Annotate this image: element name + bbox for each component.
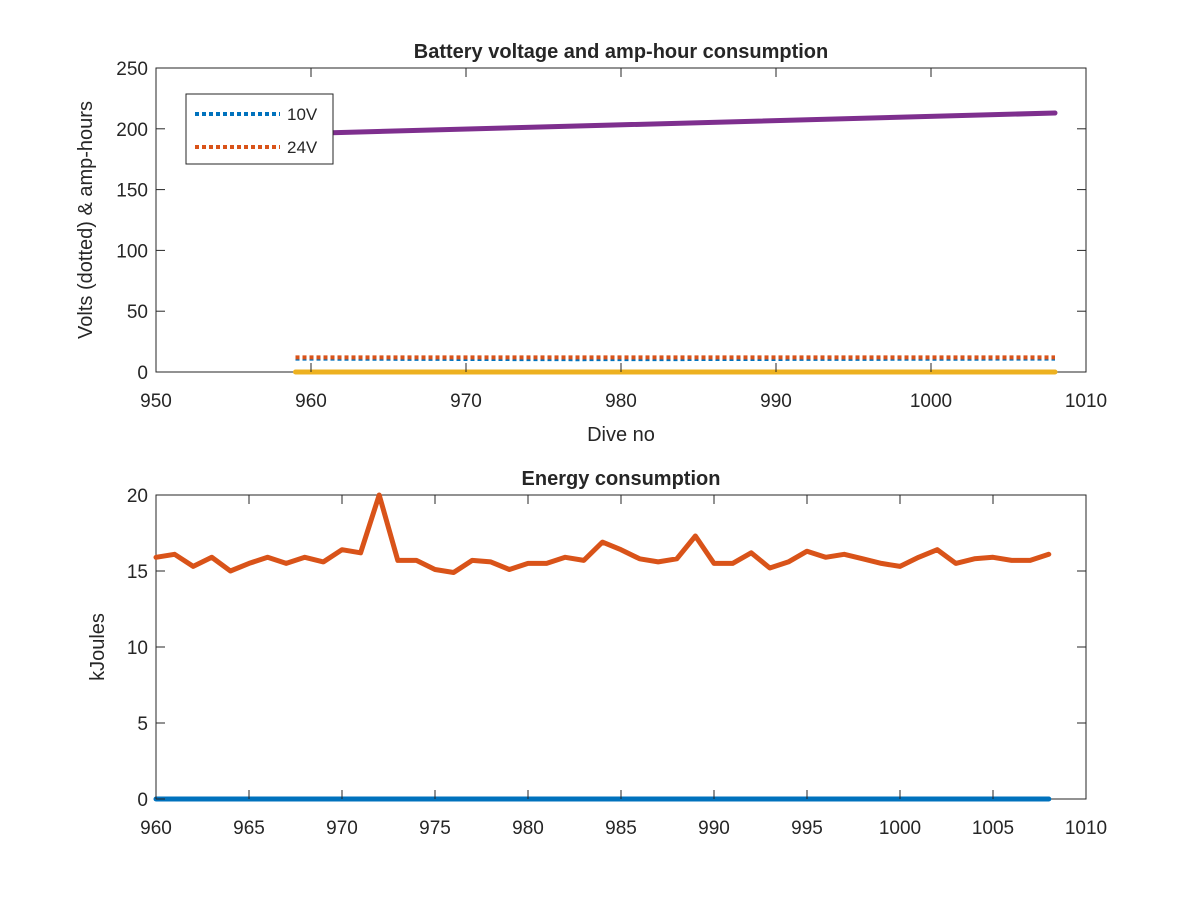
legend: 10V 24V	[185, 93, 334, 165]
x-axis-label: Dive no	[587, 424, 655, 446]
y-tick-label: 10	[127, 638, 148, 659]
series-line-3	[293, 110, 1058, 137]
x-tick-label: 985	[605, 818, 637, 839]
x-tick-label: 1010	[1065, 391, 1107, 412]
x-tick-label: 980	[512, 818, 544, 839]
y-tick-label: 0	[137, 790, 148, 811]
x-tick-label: 960	[295, 391, 327, 412]
x-tick-label: 990	[698, 818, 730, 839]
x-tick-label: 965	[233, 818, 265, 839]
y-tick-label: 250	[116, 59, 148, 80]
y-axis-label: Volts (dotted) & amp-hours	[75, 101, 97, 339]
y-tick-label: 200	[116, 120, 148, 141]
x-tick-label: 970	[326, 818, 358, 839]
x-tick-label: 1000	[879, 818, 921, 839]
y-tick-label: 15	[127, 562, 148, 583]
x-tick-label: 1000	[910, 391, 952, 412]
y-tick-label: 50	[127, 302, 148, 323]
plot-area	[155, 494, 1087, 800]
x-tick-label: 960	[140, 818, 172, 839]
y-axis-label: kJoules	[87, 613, 109, 681]
y-tick-label: 20	[127, 486, 148, 507]
x-tick-label: 980	[605, 391, 637, 412]
legend-label-10v: 10V	[287, 105, 318, 124]
y-tick-label: 100	[116, 241, 148, 262]
x-tick-label: 975	[419, 818, 451, 839]
y-tick-label: 0	[137, 363, 148, 384]
x-tick-label: 1010	[1065, 818, 1107, 839]
legend-label-24v: 24V	[287, 138, 318, 157]
chart-title: Energy consumption	[522, 468, 721, 490]
x-tick-label: 995	[791, 818, 823, 839]
y-tick-label: 150	[116, 181, 148, 202]
energy-axes: 960 965 970 975 980 985 990 995 1000 1005 1010 0 5 10…	[87, 468, 1107, 839]
chart-title: Battery voltage and amp-hour consumption	[414, 41, 828, 63]
x-tick-label: 990	[760, 391, 792, 412]
x-tick-label: 950	[140, 391, 172, 412]
y-tick-label: 5	[137, 714, 148, 735]
x-tick-label: 970	[450, 391, 482, 412]
series-line-1	[153, 492, 1052, 575]
legend-box	[185, 93, 334, 165]
voltage-axes: 950 960 970 980 990 1000 1010 0 50 100 150 200 250 B…	[75, 41, 1107, 446]
x-tick-label: 1005	[972, 818, 1014, 839]
